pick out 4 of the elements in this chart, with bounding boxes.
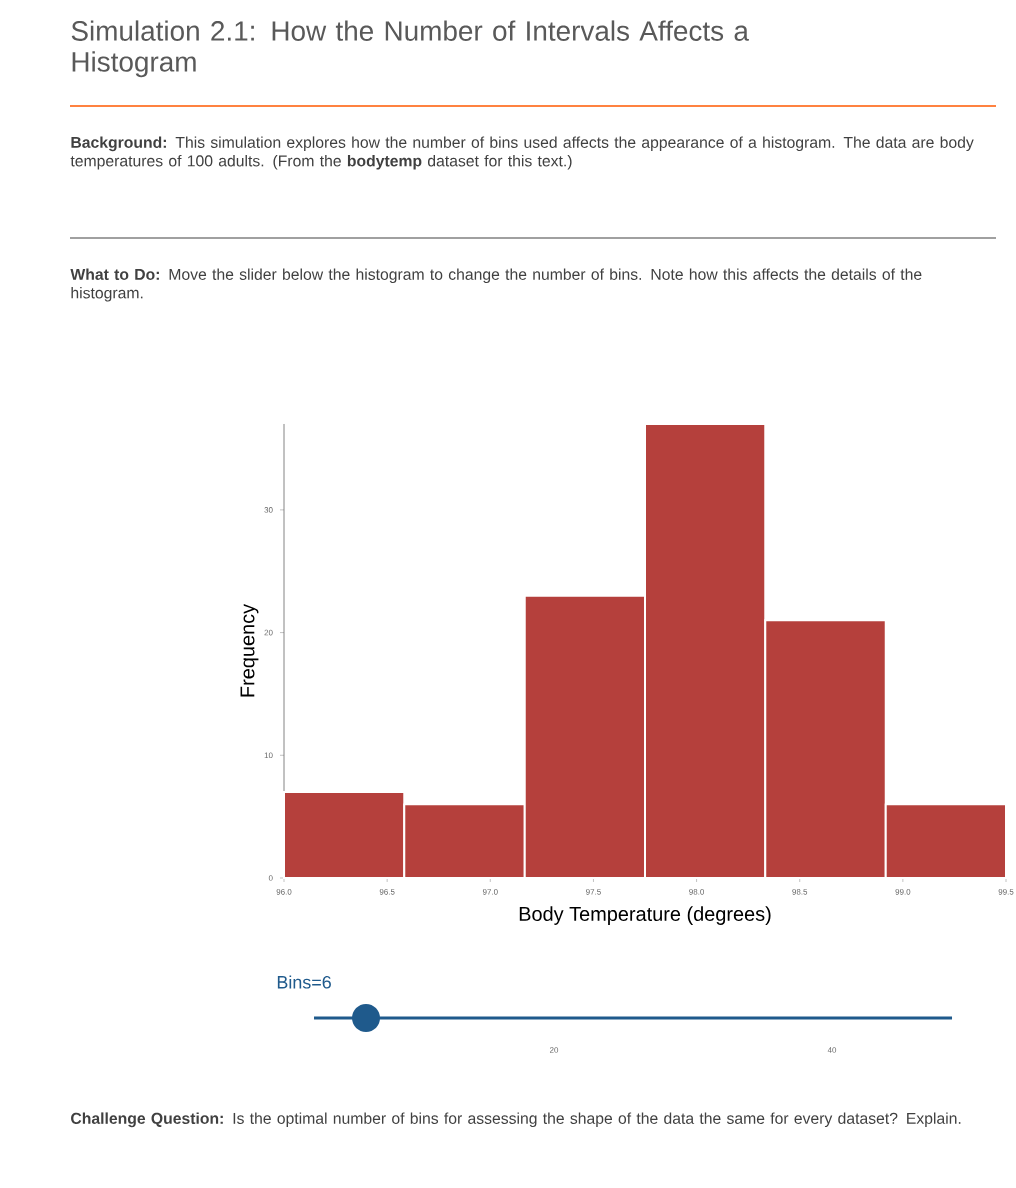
chart-title: Simulation 2.1: How the Number of Intervals Affects a Histogram	[71, 20, 749, 78]
y-axis-title: Frequency	[240, 603, 259, 697]
text: Bins=6	[277, 975, 331, 989]
x-axis-title: Body Temperature (degrees)	[519, 906, 771, 925]
